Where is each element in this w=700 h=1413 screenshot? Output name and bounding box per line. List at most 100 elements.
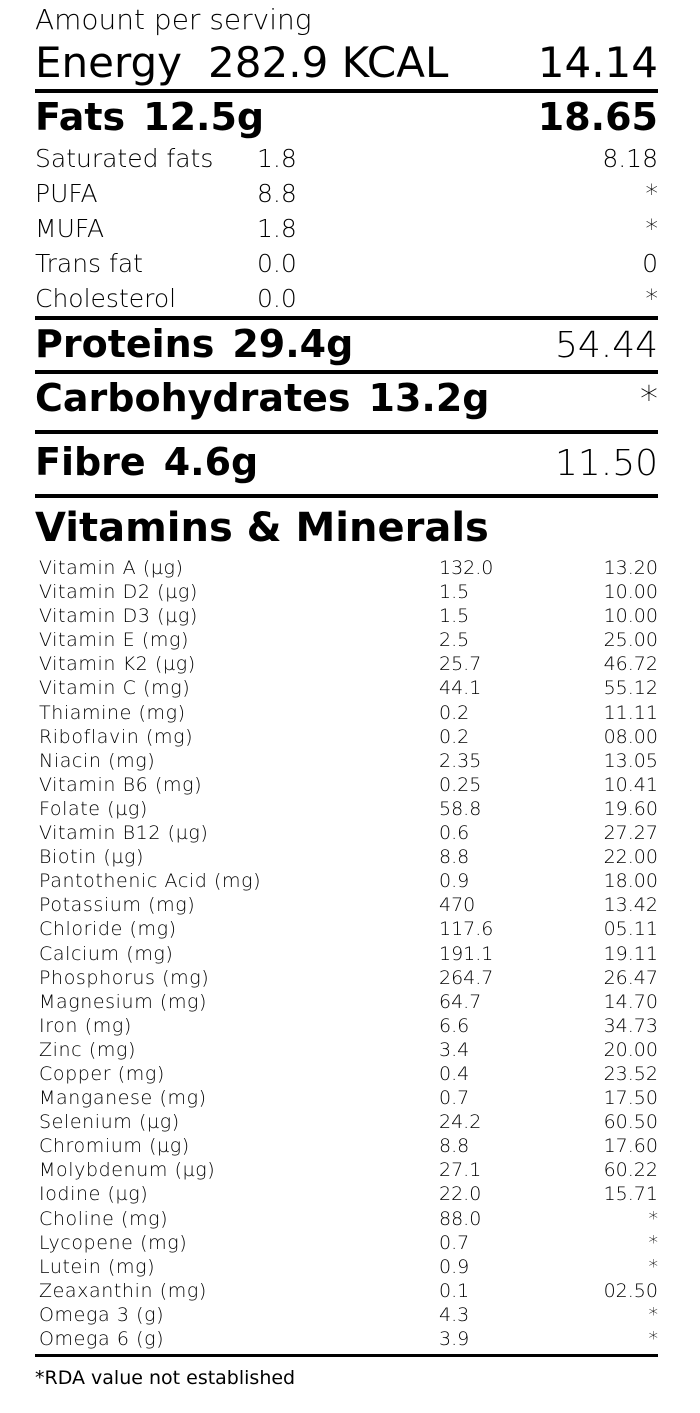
fat-subrow: MUFA 1.8 * <box>35 211 658 246</box>
fat-subrow: Trans fat 0.0 0 <box>35 246 658 281</box>
fat-sub-name: Trans fat <box>35 249 143 278</box>
nutrient-amount: 117.6 <box>439 918 494 941</box>
carbohydrates-rda: * <box>640 379 658 420</box>
nutrient-rda: 60.22 <box>603 1159 658 1182</box>
fats-group: Fats 12.5g <box>35 93 264 141</box>
nutrient-amount: 0.25 <box>439 773 482 796</box>
nutrient-amount: 1.5 <box>439 581 470 604</box>
nutrient-name: Pantothenic Acid (mg) <box>39 870 262 893</box>
fat-sub-rda: 0 <box>642 249 658 278</box>
nutrient-name: Vitamin A (µg) <box>39 557 184 579</box>
fat-sub-rda: 8.18 <box>602 144 658 173</box>
table-row: Folate (µg) 58.8 19.60 <box>35 797 658 821</box>
table-row: Vitamin E (mg) 2.5 25.00 <box>35 628 658 652</box>
nutrient-rda: * <box>648 1231 659 1254</box>
nutrient-rda: 05.11 <box>603 918 658 941</box>
carbohydrates-group: Carbohydrates 13.2g <box>35 374 490 422</box>
nutrient-amount: 3.9 <box>439 1328 470 1350</box>
nutrient-name: Vitamin B6 (mg) <box>39 773 203 796</box>
table-row: Omega 3 (g) 4.3 * <box>35 1303 658 1327</box>
nutrient-rda: 23.52 <box>603 1062 658 1085</box>
nutrient-rda: 26.47 <box>603 966 658 989</box>
nutrient-amount: 2.35 <box>439 749 482 772</box>
nutrient-amount: 0.6 <box>439 822 470 845</box>
nutrient-amount: 0.4 <box>439 1062 470 1085</box>
nutrient-amount: 88.0 <box>439 1207 482 1230</box>
nutrient-rda: * <box>648 1328 659 1350</box>
table-row: Iron (mg) 6.6 34.73 <box>35 1014 658 1038</box>
nutrient-rda: 20.00 <box>603 1038 658 1061</box>
nutrient-amount: 6.6 <box>439 1014 470 1037</box>
nutrient-name: Omega 6 (g) <box>39 1328 165 1350</box>
energy-value: 282.9 KCAL <box>208 38 449 87</box>
nutrient-name: Iodine (µg) <box>39 1183 149 1206</box>
amount-per-serving: Amount per serving <box>35 3 312 36</box>
table-row: Manganese (mg) 0.7 17.50 <box>35 1086 658 1110</box>
nutrient-name: Phosphorus (mg) <box>39 966 210 989</box>
nutrient-rda: 14.70 <box>603 990 658 1013</box>
carbohydrates-row: Carbohydrates 13.2g * <box>35 374 658 424</box>
fibre-group: Fibre 4.6g <box>35 438 258 486</box>
nutrient-amount: 0.2 <box>439 725 470 748</box>
nutrient-name: Potassium (mg) <box>39 894 196 917</box>
vitamins-minerals-title: Vitamins & Minerals <box>35 505 489 551</box>
proteins-value: 29.4g <box>232 322 354 366</box>
nutrient-name: Zeaxanthin (mg) <box>39 1279 207 1302</box>
table-row: Vitamin A (µg) 132.0 13.20 <box>35 556 658 580</box>
nutrient-amount: 3.4 <box>439 1038 470 1061</box>
nutrient-rda: 55.12 <box>603 677 658 700</box>
table-row: Lutein (mg) 0.9 * <box>35 1255 658 1279</box>
nutrient-name: Choline (mg) <box>39 1207 169 1230</box>
table-row: Vitamin K2 (µg) 25.7 46.72 <box>35 652 658 676</box>
table-row: Potassium (mg) 470 13.42 <box>35 893 658 917</box>
nutrient-rda: 15.71 <box>603 1183 658 1206</box>
table-row: Vitamin B12 (µg) 0.6 27.27 <box>35 821 658 845</box>
proteins-label: Proteins <box>35 322 215 366</box>
nutrient-name: Thiamine (mg) <box>39 701 186 724</box>
table-row: Vitamin C (mg) 44.1 55.12 <box>35 676 658 700</box>
nutrient-rda: 19.11 <box>603 942 658 965</box>
nutrient-rda: 18.00 <box>603 870 658 893</box>
nutrient-amount: 64.7 <box>439 990 482 1013</box>
nutrient-name: Biotin (µg) <box>39 846 145 869</box>
nutrient-name: Molybdenum (µg) <box>39 1159 216 1182</box>
nutrient-amount: 1.5 <box>439 605 470 628</box>
fibre-row: Fibre 4.6g 11.50 <box>35 438 658 488</box>
table-row: Molybdenum (µg) 27.1 60.22 <box>35 1158 658 1182</box>
nutrient-name: Iron (mg) <box>39 1014 132 1037</box>
nutrient-amount: 22.0 <box>439 1183 482 1206</box>
table-row: Lycopene (mg) 0.7 * <box>35 1231 658 1255</box>
nutrient-amount: 24.2 <box>439 1111 482 1134</box>
nutrient-name: Magnesium (mg) <box>39 990 208 1013</box>
table-row: Choline (mg) 88.0 * <box>35 1207 658 1231</box>
proteins-group: Proteins 29.4g <box>35 320 353 368</box>
nutrient-name: Chloride (mg) <box>39 918 177 941</box>
fat-sub-rda: * <box>645 284 659 313</box>
nutrient-rda: 19.60 <box>603 797 658 820</box>
energy-row: Energy 282.9 KCAL 14.14 <box>35 37 658 89</box>
nutrient-rda: 17.50 <box>603 1087 658 1110</box>
nutrient-name: Chromium (µg) <box>39 1135 190 1158</box>
nutrient-name: Vitamin D2 (µg) <box>39 581 198 604</box>
table-row: Calcium (mg) 191.1 19.11 <box>35 942 658 966</box>
fat-sub-value: 1.8 <box>257 214 297 243</box>
nutrient-amount: 0.7 <box>439 1231 470 1254</box>
fibre-value: 4.6g <box>163 440 259 484</box>
fats-rda: 18.65 <box>537 95 658 139</box>
nutrient-rda: 02.50 <box>603 1279 658 1302</box>
nutrient-name: Copper (mg) <box>39 1062 165 1085</box>
divider <box>35 494 658 498</box>
nutrient-rda: * <box>648 1255 659 1278</box>
nutrient-rda: 10.00 <box>603 581 658 604</box>
nutrient-amount: 0.2 <box>439 701 470 724</box>
nutrient-rda: 17.60 <box>603 1135 658 1158</box>
table-row: Vitamin D2 (µg) 1.5 10.00 <box>35 580 658 604</box>
nutrient-rda: 10.41 <box>603 773 658 796</box>
nutrient-rda: 13.42 <box>603 894 658 917</box>
nutrient-amount: 27.1 <box>439 1159 482 1182</box>
nutrient-name: Manganese (mg) <box>39 1087 207 1110</box>
nutrient-name: Vitamin K2 (µg) <box>39 653 196 676</box>
nutrient-name: Calcium (mg) <box>39 942 174 965</box>
table-row: Zeaxanthin (mg) 0.1 02.50 <box>35 1279 658 1303</box>
table-row: Vitamin D3 (µg) 1.5 10.00 <box>35 604 658 628</box>
